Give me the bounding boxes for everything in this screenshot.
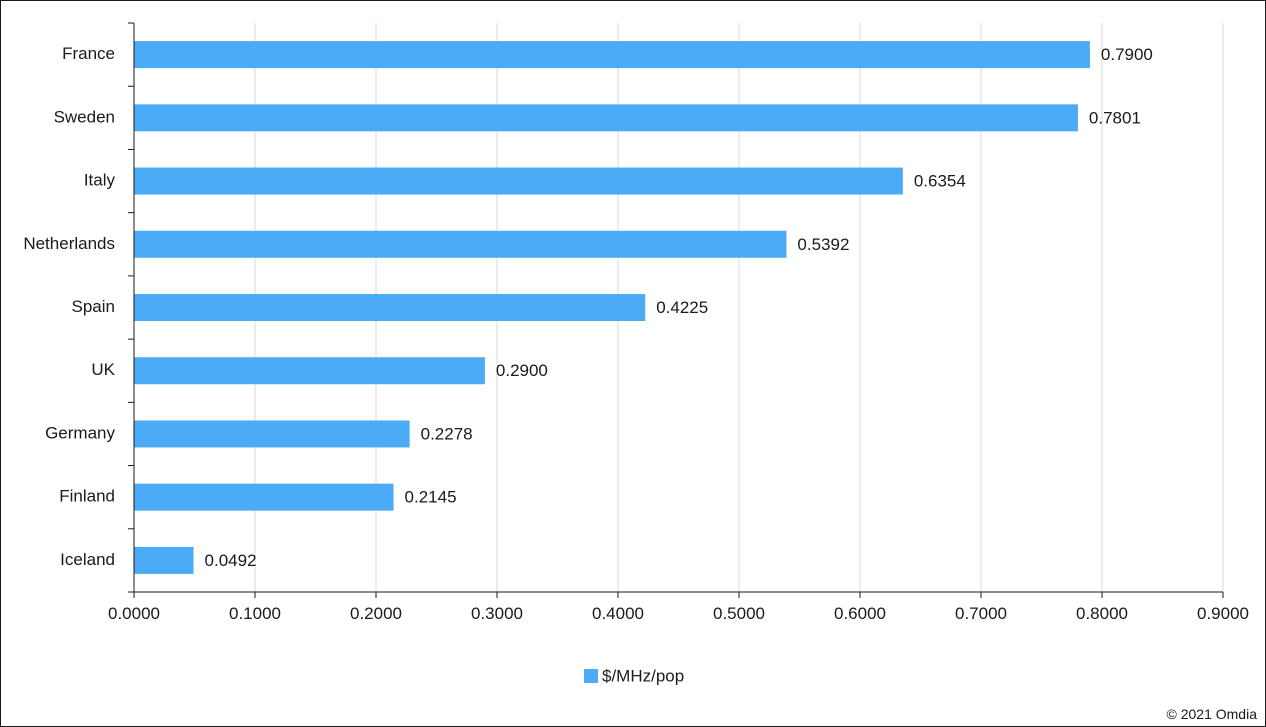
- data-label-uk: 0.2900: [496, 361, 548, 380]
- category-label-sweden: Sweden: [54, 107, 115, 126]
- x-tick-label-0: 0.0000: [108, 604, 160, 623]
- bar-italy: [134, 167, 903, 195]
- data-label-sweden: 0.7801: [1089, 108, 1141, 127]
- bar-france: [134, 41, 1090, 69]
- bar-spain: [134, 294, 646, 321]
- data-label-spain: 0.4225: [656, 298, 708, 317]
- bar-finland: [134, 483, 394, 511]
- category-label-germany: Germany: [45, 423, 115, 442]
- data-label-italy: 0.6354: [914, 172, 966, 191]
- bar-iceland: [134, 546, 194, 574]
- x-tick-label-8: 0.8000: [1076, 604, 1128, 623]
- data-label-netherlands: 0.5392: [797, 235, 849, 254]
- category-label-netherlands: Netherlands: [23, 234, 115, 253]
- category-label-iceland: Iceland: [60, 550, 115, 569]
- bar-netherlands: [134, 230, 787, 258]
- legend-swatch: [584, 669, 598, 683]
- bar-sweden: [134, 104, 1078, 132]
- x-tick-label-2: 0.2000: [350, 604, 402, 623]
- data-label-iceland: 0.0492: [205, 551, 257, 570]
- data-label-germany: 0.2278: [421, 424, 473, 443]
- legend-label: $/MHz/pop: [602, 666, 684, 685]
- x-tick-label-3: 0.3000: [471, 604, 523, 623]
- category-label-italy: Italy: [84, 171, 116, 190]
- copyright-note: © 2021 Omdia: [1166, 706, 1257, 722]
- x-tick-label-7: 0.7000: [955, 604, 1007, 623]
- bar-uk: [134, 357, 485, 385]
- bar-germany: [134, 420, 410, 448]
- category-label-finland: Finland: [59, 487, 115, 506]
- category-label-spain: Spain: [72, 297, 115, 316]
- data-label-finland: 0.2145: [405, 488, 457, 507]
- category-label-uk: UK: [91, 360, 115, 379]
- x-tick-label-9: 0.9000: [1197, 604, 1249, 623]
- data-label-france: 0.7900: [1101, 45, 1153, 64]
- x-tick-label-4: 0.4000: [592, 604, 644, 623]
- x-tick-label-5: 0.5000: [713, 604, 765, 623]
- category-label-france: France: [62, 44, 115, 63]
- x-tick-label-6: 0.6000: [834, 604, 886, 623]
- x-tick-label-1: 0.1000: [229, 604, 281, 623]
